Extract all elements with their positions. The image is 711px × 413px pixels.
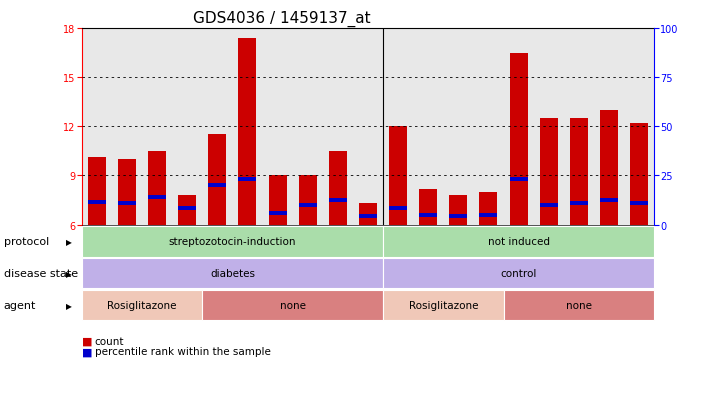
Bar bbox=[600, 111, 618, 225]
Text: Rosiglitazone: Rosiglitazone bbox=[409, 300, 478, 311]
Text: protocol: protocol bbox=[4, 237, 49, 247]
Bar bbox=[510, 53, 528, 225]
Text: ■: ■ bbox=[82, 336, 92, 346]
Bar bbox=[328, 199, 347, 203]
Bar bbox=[118, 160, 136, 225]
Bar bbox=[178, 196, 196, 225]
Bar bbox=[328, 152, 347, 225]
Text: diabetes: diabetes bbox=[210, 268, 255, 279]
Text: ■: ■ bbox=[82, 347, 92, 356]
Bar bbox=[419, 189, 437, 225]
Bar bbox=[479, 213, 498, 217]
Bar bbox=[87, 200, 106, 204]
Bar bbox=[510, 177, 528, 181]
Bar bbox=[359, 204, 377, 225]
Bar bbox=[419, 213, 437, 217]
Text: ▶: ▶ bbox=[66, 237, 72, 246]
Bar bbox=[299, 204, 316, 207]
Bar bbox=[269, 176, 287, 225]
Text: none: none bbox=[279, 300, 306, 311]
Bar bbox=[148, 152, 166, 225]
Text: GDS4036 / 1459137_at: GDS4036 / 1459137_at bbox=[193, 10, 371, 26]
Bar bbox=[359, 215, 377, 219]
Bar bbox=[630, 202, 648, 206]
Bar bbox=[479, 192, 498, 225]
Bar bbox=[540, 119, 557, 225]
Bar bbox=[87, 158, 106, 225]
Bar bbox=[449, 215, 467, 219]
Text: disease state: disease state bbox=[4, 268, 77, 279]
Bar bbox=[389, 127, 407, 225]
Bar bbox=[449, 196, 467, 225]
Bar bbox=[630, 124, 648, 225]
Text: ▶: ▶ bbox=[66, 301, 72, 310]
Text: Rosiglitazone: Rosiglitazone bbox=[107, 300, 177, 311]
Bar bbox=[238, 177, 257, 181]
Text: agent: agent bbox=[4, 300, 36, 311]
Bar bbox=[600, 199, 618, 203]
Bar bbox=[299, 176, 316, 225]
Bar bbox=[148, 195, 166, 199]
Text: percentile rank within the sample: percentile rank within the sample bbox=[95, 347, 270, 356]
Bar bbox=[208, 184, 226, 188]
Bar bbox=[208, 135, 226, 225]
Text: streptozotocin-induction: streptozotocin-induction bbox=[169, 237, 296, 247]
Bar bbox=[238, 39, 257, 225]
Text: ▶: ▶ bbox=[66, 269, 72, 278]
Text: count: count bbox=[95, 336, 124, 346]
Bar bbox=[178, 206, 196, 211]
Bar bbox=[269, 211, 287, 216]
Bar bbox=[118, 202, 136, 206]
Text: control: control bbox=[501, 268, 537, 279]
Text: not induced: not induced bbox=[488, 237, 550, 247]
Text: none: none bbox=[566, 300, 592, 311]
Bar bbox=[540, 204, 557, 207]
Bar bbox=[389, 206, 407, 211]
Bar bbox=[570, 119, 588, 225]
Bar bbox=[570, 202, 588, 206]
